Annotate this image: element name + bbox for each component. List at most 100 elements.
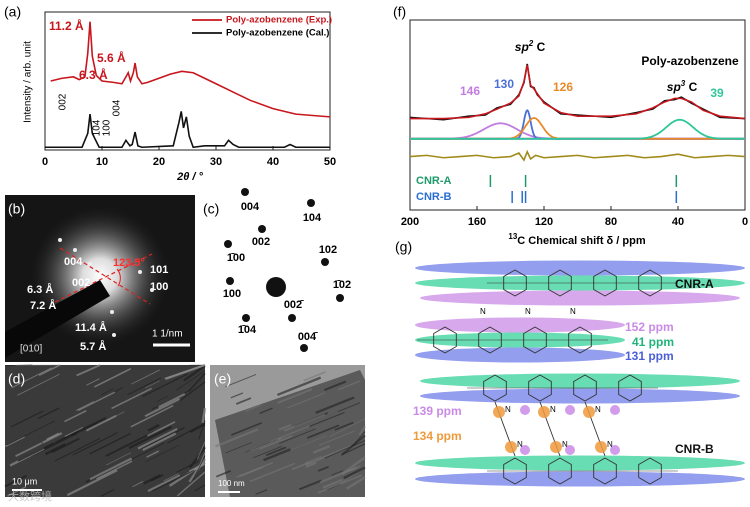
ring bbox=[478, 326, 502, 354]
texture bbox=[4, 436, 25, 448]
texture bbox=[12, 376, 26, 384]
orbital bbox=[415, 347, 625, 363]
texture bbox=[38, 364, 61, 377]
ring bbox=[593, 269, 617, 297]
ring bbox=[638, 457, 662, 485]
spot bbox=[226, 277, 234, 285]
atom-label: N bbox=[517, 440, 523, 449]
x-tick-label: 0 bbox=[42, 156, 48, 168]
spot-label: 002̄ bbox=[284, 299, 304, 311]
label: 41 ppm bbox=[632, 335, 674, 349]
orbital-dot bbox=[505, 441, 517, 453]
atom-label: N bbox=[570, 307, 576, 316]
x-axis-label: 2θ / ° bbox=[176, 171, 203, 183]
texture bbox=[225, 442, 252, 454]
label: 6.3 Å bbox=[27, 283, 53, 296]
texture bbox=[215, 470, 232, 478]
orbital bbox=[420, 373, 740, 389]
orbital-dot bbox=[493, 406, 505, 418]
texture bbox=[70, 416, 107, 437]
texture bbox=[305, 461, 317, 468]
texture bbox=[89, 432, 131, 455]
component-peak bbox=[410, 118, 745, 140]
peak-label: 6.3 Å bbox=[79, 67, 108, 82]
texture bbox=[324, 380, 347, 392]
scale-bar-label: 1 1/nm bbox=[152, 329, 183, 340]
texture bbox=[263, 448, 291, 462]
texture bbox=[66, 469, 118, 497]
spot bbox=[88, 262, 92, 266]
annotation: sp3 C bbox=[667, 79, 698, 95]
ring bbox=[433, 326, 457, 354]
atom-label: N bbox=[595, 405, 601, 414]
reference-label: CNR-A bbox=[416, 175, 451, 187]
texture bbox=[346, 476, 366, 490]
texture bbox=[317, 465, 329, 472]
texture bbox=[253, 445, 283, 459]
texture bbox=[106, 452, 131, 466]
label: 7.2 Å bbox=[30, 299, 56, 312]
texture bbox=[334, 421, 354, 431]
texture bbox=[235, 397, 252, 405]
label: 002 bbox=[72, 277, 90, 289]
texture bbox=[249, 462, 296, 483]
spot-label: 102 bbox=[319, 244, 337, 256]
texture bbox=[303, 371, 326, 382]
texture bbox=[225, 374, 257, 388]
ring bbox=[573, 374, 597, 402]
orbital-dot bbox=[565, 405, 575, 415]
texture bbox=[17, 442, 55, 462]
legend-label: Poly-azobenzene (Exp.) bbox=[226, 15, 332, 26]
x-tick-label: 80 bbox=[605, 216, 617, 228]
texture bbox=[131, 369, 160, 385]
panel-c: (c) 004 104 002 102 1̄00 1̄02 100 002̄ 1̄04 004̄ bbox=[203, 188, 351, 352]
panel-label: (a) bbox=[4, 4, 21, 20]
legend-label: Poly-azobenzene (Cal.) bbox=[226, 28, 329, 39]
panel-label: (e) bbox=[214, 371, 231, 387]
orbital bbox=[420, 388, 740, 404]
texture bbox=[244, 439, 278, 453]
texture bbox=[317, 474, 363, 494]
spot bbox=[258, 225, 266, 233]
texture bbox=[101, 388, 114, 396]
texture bbox=[324, 440, 366, 459]
texture bbox=[96, 460, 133, 480]
texture bbox=[322, 478, 343, 489]
texture bbox=[249, 437, 283, 452]
texture bbox=[342, 443, 366, 455]
spot-label: 002 bbox=[252, 236, 270, 248]
panel-label: (f) bbox=[393, 4, 406, 20]
texture bbox=[331, 470, 344, 476]
texture bbox=[289, 435, 327, 451]
ring bbox=[483, 374, 507, 402]
texture bbox=[265, 446, 287, 457]
spot-label: 1̄02 bbox=[333, 279, 351, 291]
orbital bbox=[415, 471, 745, 487]
texture bbox=[245, 404, 262, 412]
texture bbox=[127, 377, 162, 396]
texture bbox=[165, 363, 206, 380]
orbital bbox=[415, 317, 625, 333]
label: CNR-B bbox=[675, 442, 714, 456]
texture bbox=[11, 367, 53, 389]
texture bbox=[42, 432, 63, 444]
texture bbox=[145, 444, 180, 463]
label: CNR-A bbox=[675, 277, 714, 291]
label: 5.7 Å bbox=[80, 340, 106, 353]
orbital bbox=[415, 260, 745, 276]
plot-frame bbox=[409, 19, 746, 211]
spot bbox=[241, 188, 249, 196]
peak-label: 126 bbox=[553, 80, 573, 94]
texture bbox=[93, 367, 132, 388]
data-line bbox=[409, 149, 746, 162]
texture bbox=[143, 473, 162, 485]
texture bbox=[188, 372, 206, 392]
orbital-dot bbox=[595, 441, 607, 453]
texture bbox=[201, 407, 207, 424]
texture bbox=[176, 370, 206, 391]
texture bbox=[157, 395, 168, 402]
texture bbox=[215, 428, 259, 448]
spot-label: 1̄04 bbox=[238, 324, 257, 336]
texture bbox=[146, 421, 176, 437]
